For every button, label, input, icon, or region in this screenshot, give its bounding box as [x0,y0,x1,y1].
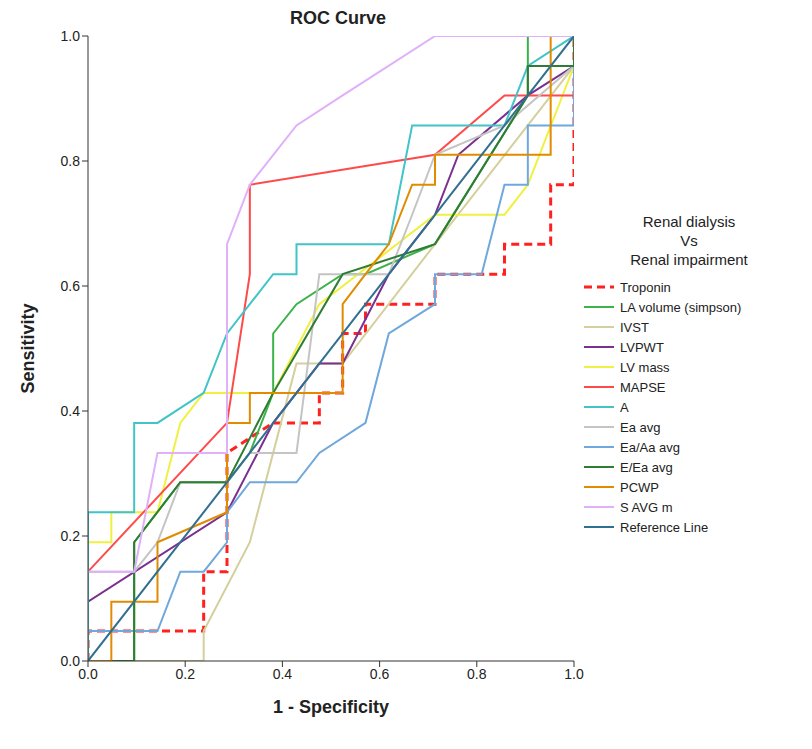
html-text:Reference Line: Reference Line [620,519,709,535]
svg-text:0.4: 0.4 [61,403,81,419]
html-text:Renal dialysis: Renal dialysis [642,213,736,230]
html-text:E/Ea avg: E/Ea avg [620,459,673,475]
svg-text:0.4: 0.4 [273,666,293,682]
svg-text:0.8: 0.8 [467,666,487,682]
svg-text:0.0: 0.0 [78,666,98,682]
svg-text:1 - Specificity: 1 - Specificity [273,697,389,717]
svg-text:Sensitivity: Sensitivity [18,303,38,393]
svg-text:0.6: 0.6 [370,666,390,682]
html-text:A: A [620,399,629,415]
svg-text:1.0: 1.0 [564,666,584,682]
html-text:LV mass: LV mass [620,359,670,375]
svg-text:0.0: 0.0 [61,653,81,669]
html-text:IVST: IVST [620,319,649,335]
html-text:MAPSE: MAPSE [620,379,666,395]
html-text:S AVG m: S AVG m [620,499,673,515]
html-text:PCWP: PCWP [620,479,659,495]
html-text:Ea/Aa avg: Ea/Aa avg [620,439,680,455]
html-text:Troponin: Troponin [620,279,671,295]
html-text:ROC Curve: ROC Curve [290,8,386,28]
svg-text:0.8: 0.8 [61,153,81,169]
html-text:Vs: Vs [680,232,698,249]
svg-text:0.6: 0.6 [61,278,81,294]
html-text:Ea avg: Ea avg [620,419,661,435]
svg-text:1.0: 1.0 [61,28,81,44]
svg-text:0.2: 0.2 [175,666,195,682]
html-text:LA volume (simpson): LA volume (simpson) [620,299,742,315]
svg-text:0.2: 0.2 [61,528,81,544]
html-text:LVPWT: LVPWT [620,339,664,355]
html-text:Renal impairment: Renal impairment [630,251,748,268]
